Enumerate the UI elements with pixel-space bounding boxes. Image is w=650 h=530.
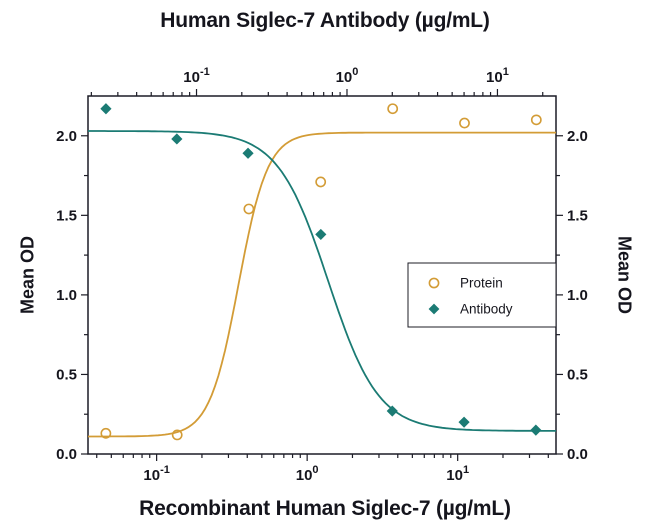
- protein-point: [100, 427, 112, 439]
- antibody-point: [386, 405, 398, 417]
- protein-point: [171, 429, 183, 441]
- bottom-tick-label: 10-1: [143, 464, 169, 484]
- y-tick-label-right: 2.0: [567, 128, 588, 145]
- legend-box: [407, 262, 557, 328]
- protein-point: [243, 203, 255, 215]
- top-tick-label: 100: [336, 66, 359, 86]
- top-axis-title: Human Siglec-7 Antibody (µg/mL): [160, 9, 490, 32]
- bottom-tick-label: 101: [446, 464, 469, 484]
- antibody-point: [100, 103, 112, 115]
- protein-point: [387, 103, 399, 115]
- bottom-tick-label: 100: [296, 464, 319, 484]
- top-tick-label: 10-1: [183, 66, 209, 86]
- antibody-point: [315, 228, 327, 241]
- antibody-point: [458, 416, 470, 428]
- antibody-point: [530, 424, 542, 436]
- legend-label-protein: Protein: [460, 276, 503, 291]
- top-tick-label: 101: [486, 66, 509, 86]
- right-axis-title: Mean OD: [614, 235, 635, 315]
- y-tick-label-left: 0.5: [56, 366, 77, 383]
- left-axis-title: Mean OD: [17, 235, 38, 315]
- legend-label-antibody: Antibody: [460, 302, 513, 317]
- y-tick-label-right: 1.5: [567, 207, 588, 224]
- y-tick-label-right: 0.5: [567, 366, 588, 383]
- y-tick-label-left: 2.0: [56, 128, 77, 145]
- y-tick-label-right: 1.0: [567, 287, 588, 304]
- y-tick-label-left: 1.5: [56, 207, 77, 224]
- protein-point: [530, 114, 542, 126]
- antibody-point: [171, 133, 183, 145]
- y-tick-label-left: 0.0: [56, 446, 77, 463]
- protein-curve: [88, 131, 556, 438]
- legend-marker-antibody: [428, 303, 440, 315]
- antibody-point: [242, 147, 254, 159]
- y-tick-label-right: 0.0: [567, 446, 588, 463]
- y-tick-label-left: 1.0: [56, 287, 77, 304]
- protein-point: [459, 117, 470, 129]
- protein-point: [315, 176, 327, 188]
- antibody-curve: [88, 130, 556, 432]
- legend-marker-protein: [428, 277, 440, 289]
- bottom-axis-title: Recombinant Human Siglec-7 (µg/mL): [139, 497, 511, 520]
